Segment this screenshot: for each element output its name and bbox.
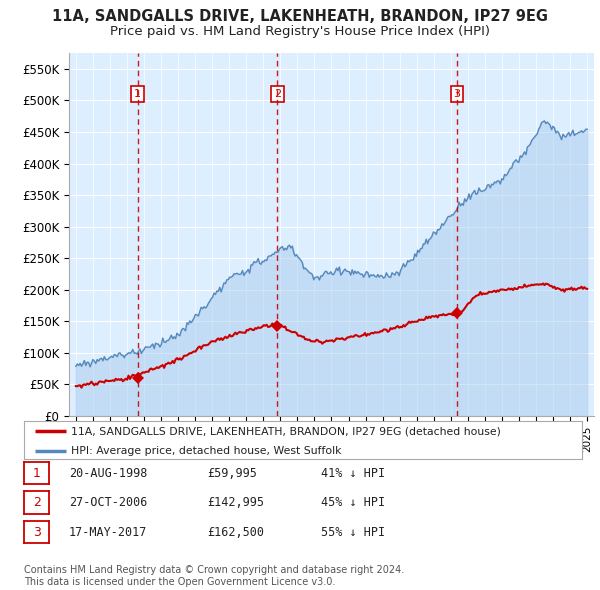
Text: 11A, SANDGALLS DRIVE, LAKENHEATH, BRANDON, IP27 9EG: 11A, SANDGALLS DRIVE, LAKENHEATH, BRANDO… (52, 9, 548, 24)
Text: Price paid vs. HM Land Registry's House Price Index (HPI): Price paid vs. HM Land Registry's House … (110, 25, 490, 38)
Text: 2: 2 (274, 89, 281, 99)
Text: HPI: Average price, detached house, West Suffolk: HPI: Average price, detached house, West… (71, 445, 342, 455)
Text: Contains HM Land Registry data © Crown copyright and database right 2024.
This d: Contains HM Land Registry data © Crown c… (24, 565, 404, 587)
Text: £142,995: £142,995 (207, 496, 264, 509)
Text: £59,995: £59,995 (207, 467, 257, 480)
Text: 20-AUG-1998: 20-AUG-1998 (69, 467, 148, 480)
Text: 55% ↓ HPI: 55% ↓ HPI (321, 526, 385, 539)
Text: 1: 1 (134, 89, 141, 99)
Text: 2: 2 (32, 496, 41, 509)
Text: 1: 1 (32, 467, 41, 480)
Text: 3: 3 (32, 526, 41, 539)
Text: 11A, SANDGALLS DRIVE, LAKENHEATH, BRANDON, IP27 9EG (detached house): 11A, SANDGALLS DRIVE, LAKENHEATH, BRANDO… (71, 427, 502, 437)
Text: £162,500: £162,500 (207, 526, 264, 539)
Text: 17-MAY-2017: 17-MAY-2017 (69, 526, 148, 539)
Text: 3: 3 (454, 89, 461, 99)
Text: 27-OCT-2006: 27-OCT-2006 (69, 496, 148, 509)
Text: 45% ↓ HPI: 45% ↓ HPI (321, 496, 385, 509)
Text: 41% ↓ HPI: 41% ↓ HPI (321, 467, 385, 480)
